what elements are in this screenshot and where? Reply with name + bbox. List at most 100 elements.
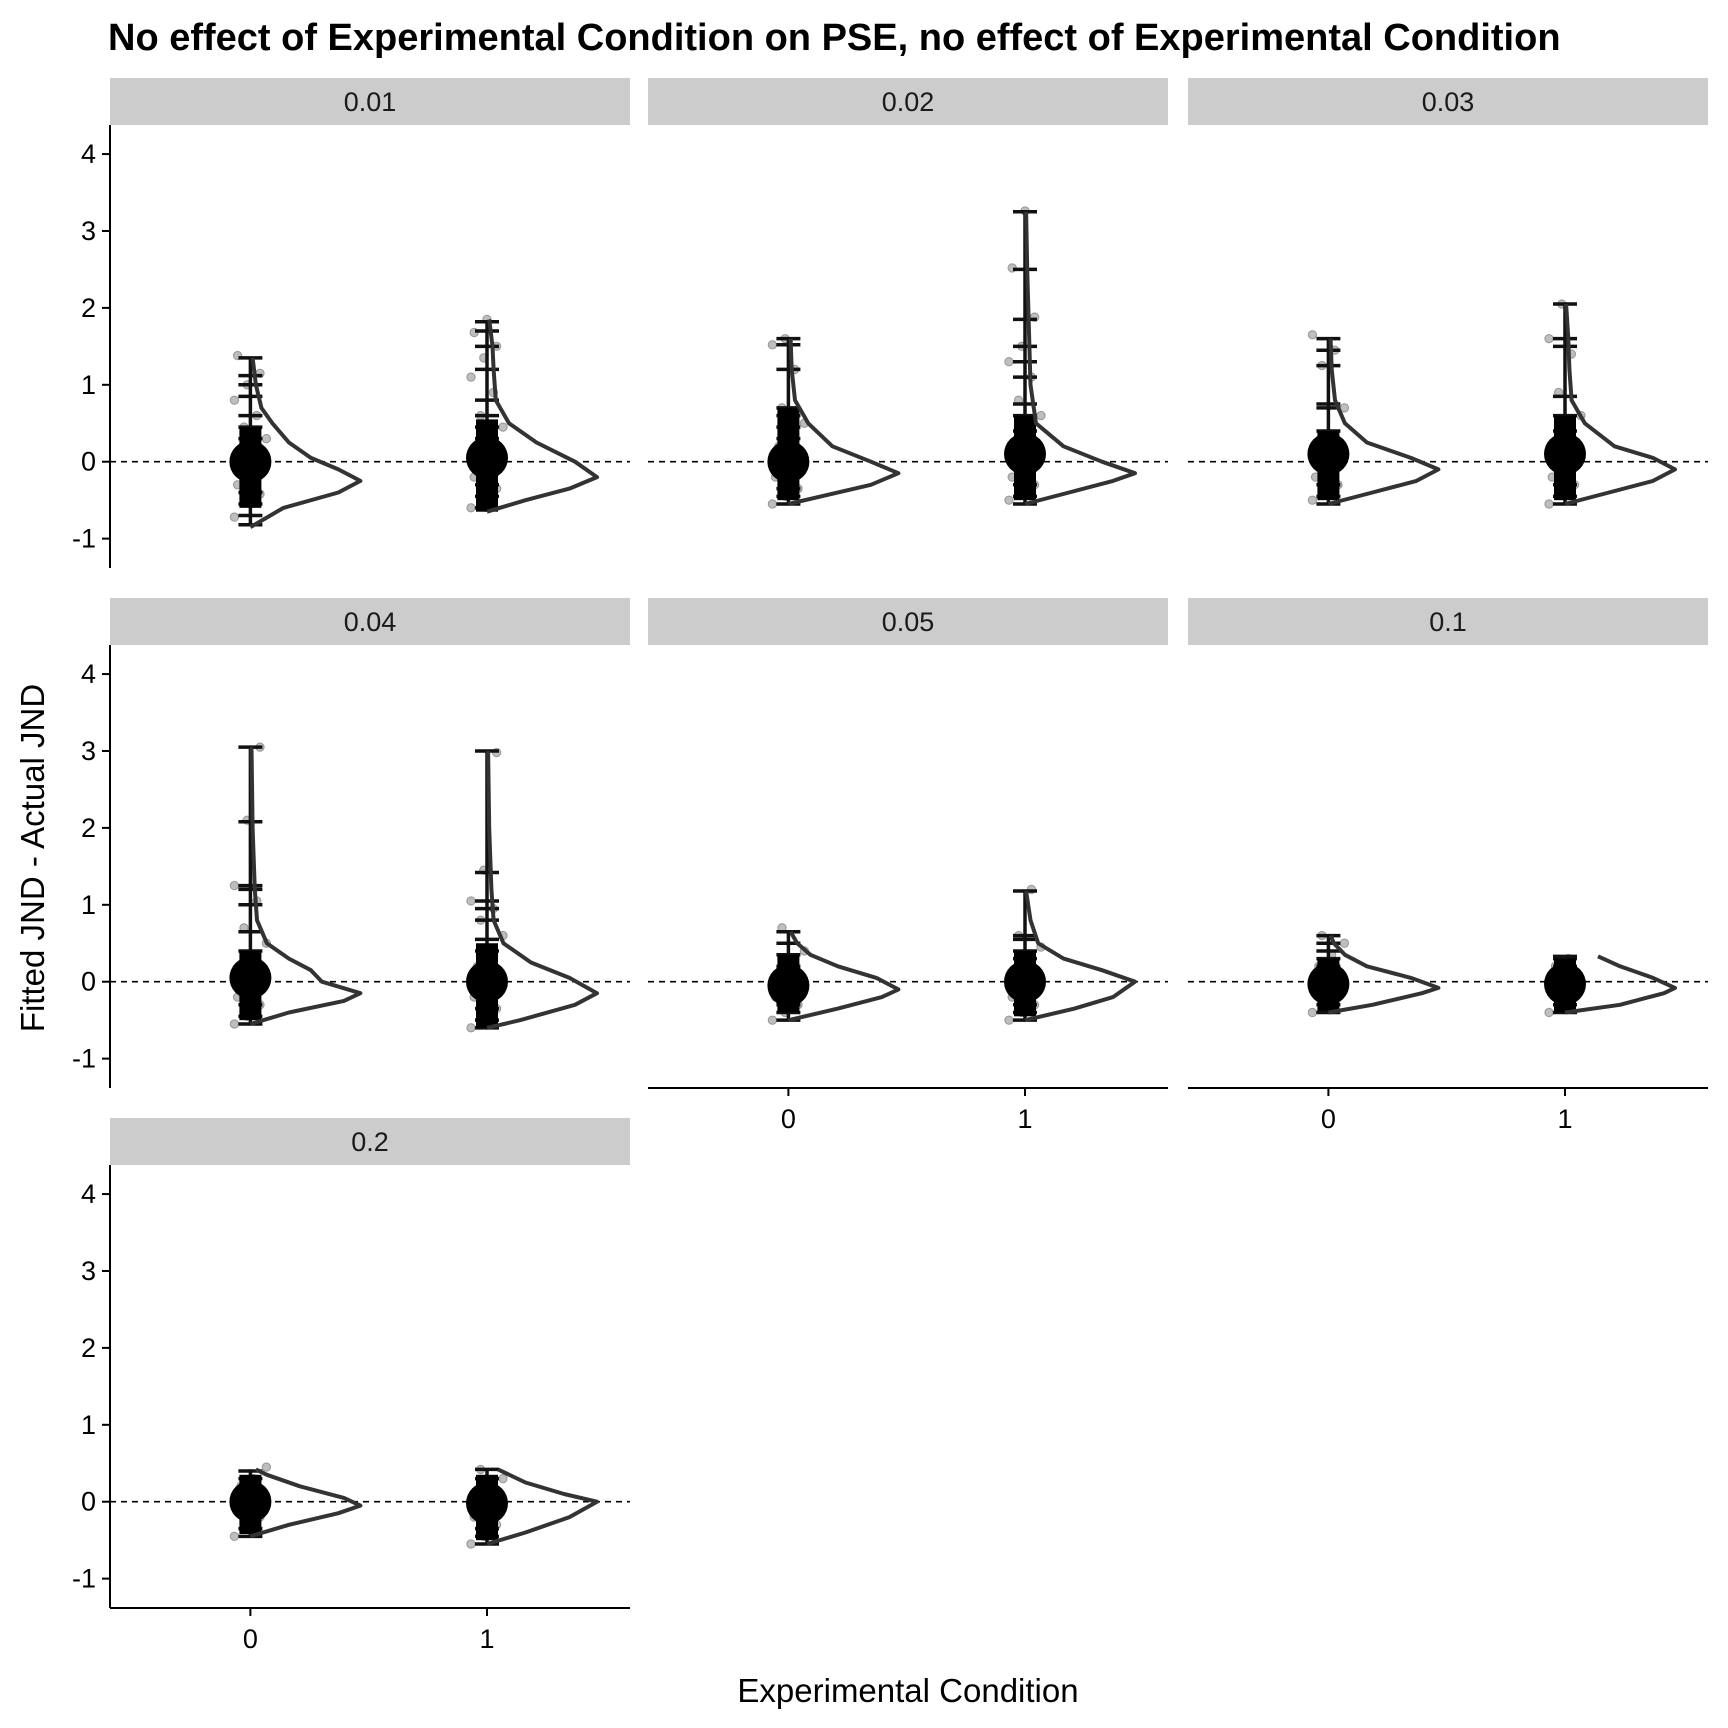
y-tick-label: -1 [72,1044,96,1074]
half-violin [1328,934,1441,1015]
data-point [767,340,778,350]
data-point [1004,357,1014,367]
condition-group-0 [229,350,363,529]
mean-marker [466,960,508,1003]
chart-title: No effect of Experimental Condition on P… [108,17,1561,59]
x-tick-label: 1 [1557,1104,1572,1134]
data-point [229,1019,240,1029]
condition-group-1 [1544,299,1677,509]
condition-group-1 [466,747,599,1033]
mean-marker [1307,433,1350,476]
data-point [229,1531,240,1542]
y-tick-label: 0 [81,967,96,997]
data-point [261,1462,272,1472]
condition-group-1 [466,1464,599,1549]
facet-strip [110,1118,630,1165]
data-point [466,372,476,382]
y-tick-label: 2 [81,293,96,323]
data-point [1339,938,1350,948]
data-point [466,1539,476,1549]
condition-group-0 [1307,330,1441,506]
y-tick-label: -1 [72,1564,96,1594]
x-tick-label: 0 [243,1624,258,1654]
y-tick-label: 1 [81,890,96,920]
mean-marker [1004,433,1046,476]
y-tick-label: 0 [81,1487,96,1517]
mean-marker [1004,960,1046,1003]
condition-group-0 [1307,930,1441,1018]
facet-panel-0-03: 0.03 [1188,78,1708,509]
x-tick-label: 0 [781,1104,796,1134]
facet-panel-0-2: 0.2 -1 0 1 2 3 4 0 1 [72,1118,630,1654]
data-point [498,422,508,432]
data-point [261,433,272,444]
data-point [1307,495,1318,505]
y-tick-label: 4 [81,139,96,169]
condition-group-1 [1544,953,1677,1018]
facet-panel-0-02: 0.02 [648,78,1168,509]
facet-strip [1188,598,1708,645]
facet-strip-label: 0.03 [1422,87,1475,117]
mean-marker [767,964,810,1007]
facet-strip [110,598,630,645]
condition-group-1 [1004,884,1137,1025]
half-violin [486,319,599,514]
half-violin [249,357,363,529]
y-tick-label: 0 [81,447,96,477]
mean-marker [1307,963,1350,1006]
facet-panel-0-1: 0.1 0 1 [1188,598,1708,1134]
y-tick-label: 2 [81,813,96,843]
data-point [466,1023,476,1033]
mean-marker [229,1480,272,1523]
mean-marker [229,956,272,999]
condition-group-0 [229,742,363,1029]
data-point [498,1473,508,1484]
data-point [1544,1007,1554,1018]
data-point [767,499,778,509]
half-violin [787,338,901,506]
data-point [1307,1007,1318,1018]
y-tick-label: 2 [81,1333,96,1363]
half-violin [249,747,363,1026]
condition-group-1 [1004,206,1137,506]
facet-strip [648,78,1168,125]
facet-strip-label: 0.01 [344,87,397,117]
data-point [1307,330,1318,340]
facet-strip [1188,78,1708,125]
facet-strip-label: 0.05 [882,607,935,637]
mean-marker [229,440,272,483]
data-point [466,503,476,513]
facet-strip-label: 0.04 [344,607,397,637]
y-tick-label: 1 [81,1410,96,1440]
facet-strip [110,78,630,125]
facet-strip-label: 0.02 [882,87,935,117]
data-point [1004,1015,1014,1025]
y-tick-label: 1 [81,370,96,400]
mean-marker [1544,963,1586,1006]
y-tick-label: 3 [81,736,96,766]
facet-panel-0-05: 0.05 0 1 [648,598,1168,1134]
x-axis-title: Experimental Condition [737,1672,1078,1709]
half-violin [787,930,901,1023]
mean-marker [1544,433,1586,476]
facet-panel-0-01: 0.01 -1 0 1 2 3 4 [72,78,630,568]
condition-group-0 [767,333,901,509]
half-violin [486,750,599,1030]
y-tick-label: 3 [81,216,96,246]
half-violin [1024,211,1137,506]
half-violin [1024,890,1137,1023]
data-point [1544,333,1554,344]
facet-strip [648,598,1168,645]
half-violin [1564,303,1677,506]
data-point [1004,495,1014,505]
data-point [466,896,476,906]
facet-strip-label: 0.1 [1429,607,1467,637]
y-tick-label: 4 [81,1179,96,1209]
y-axis-title: Fitted JND - Actual JND [14,684,51,1032]
data-point [229,512,240,522]
data-point [229,880,240,891]
half-violin [1564,954,1677,1015]
x-tick-label: 0 [1321,1104,1336,1134]
